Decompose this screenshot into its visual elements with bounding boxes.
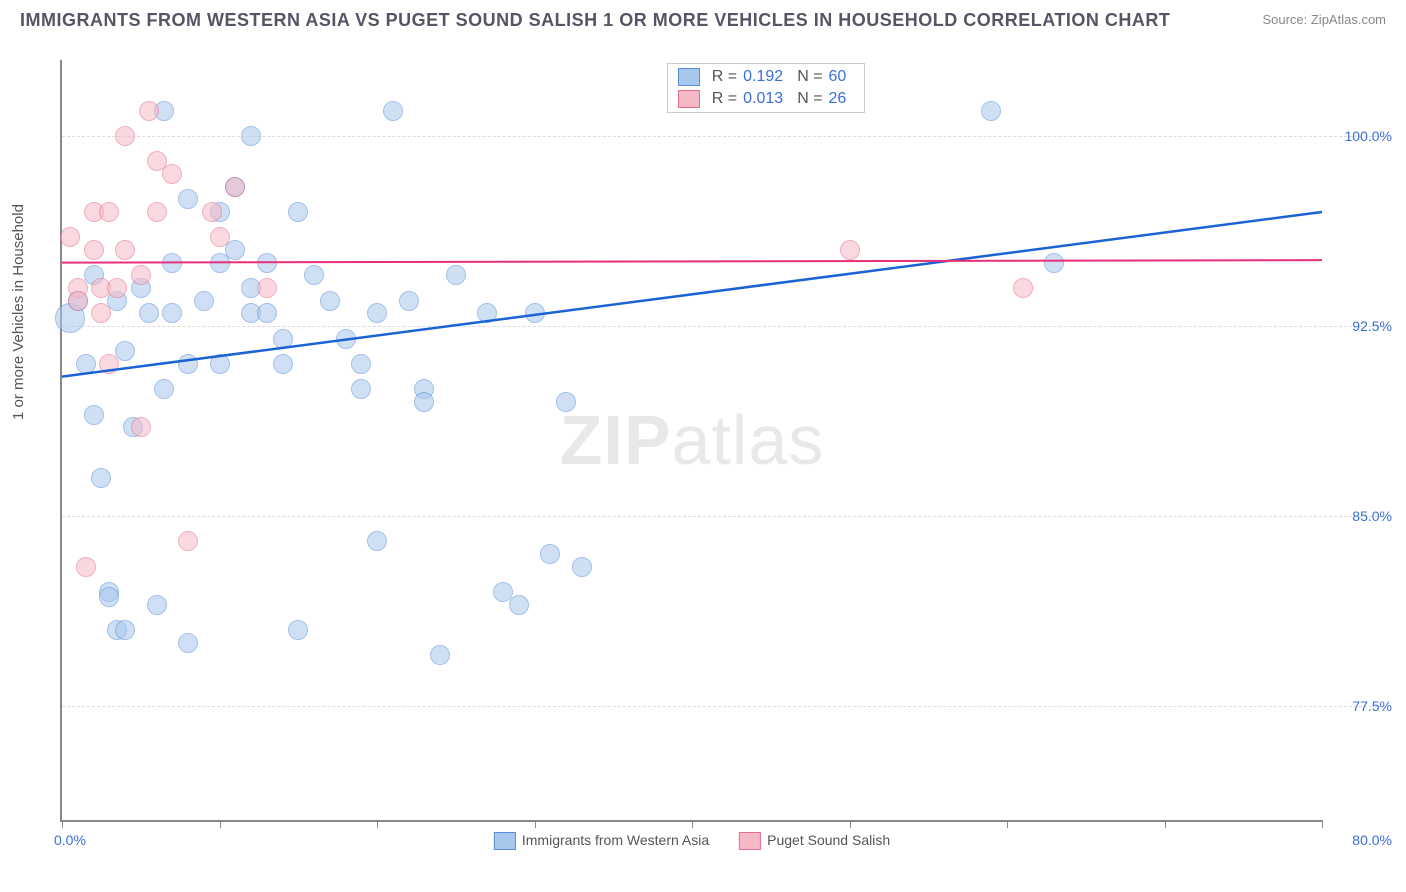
series-legend: Immigrants from Western Asia Puget Sound … — [494, 832, 890, 850]
chart-container: IMMIGRANTS FROM WESTERN ASIA VS PUGET SO… — [0, 0, 1406, 892]
y-tick-label: 85.0% — [1332, 508, 1392, 524]
x-axis-min-label: 0.0% — [54, 832, 86, 848]
legend-label: Immigrants from Western Asia — [522, 832, 709, 848]
y-tick-label: 100.0% — [1332, 128, 1392, 144]
x-tick — [1165, 820, 1166, 828]
x-tick — [377, 820, 378, 828]
x-tick — [692, 820, 693, 828]
trend-lines — [62, 60, 1322, 820]
correlation-legend: R = 0.192 N = 60 R = 0.013 N = 26 — [667, 63, 866, 113]
x-tick — [1322, 820, 1323, 828]
legend-swatch — [739, 832, 761, 850]
legend-item: Immigrants from Western Asia — [494, 832, 709, 850]
y-axis-label: 1 or more Vehicles in Household — [10, 204, 27, 420]
plot-area: ZIPatlas R = 0.192 N = 60 R = 0.013 N = … — [60, 60, 1322, 822]
source-label: Source: ZipAtlas.com — [1262, 12, 1386, 27]
legend-item: Puget Sound Salish — [739, 832, 890, 850]
legend-swatch-1 — [678, 68, 700, 86]
x-tick — [1007, 820, 1008, 828]
legend-swatch-2 — [678, 90, 700, 108]
y-tick-label: 77.5% — [1332, 698, 1392, 714]
legend-swatch — [494, 832, 516, 850]
x-tick — [62, 820, 63, 828]
legend-label: Puget Sound Salish — [767, 832, 890, 848]
x-tick — [220, 820, 221, 828]
y-tick-label: 92.5% — [1332, 318, 1392, 334]
x-axis-max-label: 80.0% — [1352, 832, 1392, 848]
legend-row-series-1: R = 0.192 N = 60 — [678, 68, 855, 86]
legend-row-series-2: R = 0.013 N = 26 — [678, 90, 855, 108]
x-tick — [535, 820, 536, 828]
chart-title: IMMIGRANTS FROM WESTERN ASIA VS PUGET SO… — [20, 10, 1170, 31]
x-tick — [850, 820, 851, 828]
